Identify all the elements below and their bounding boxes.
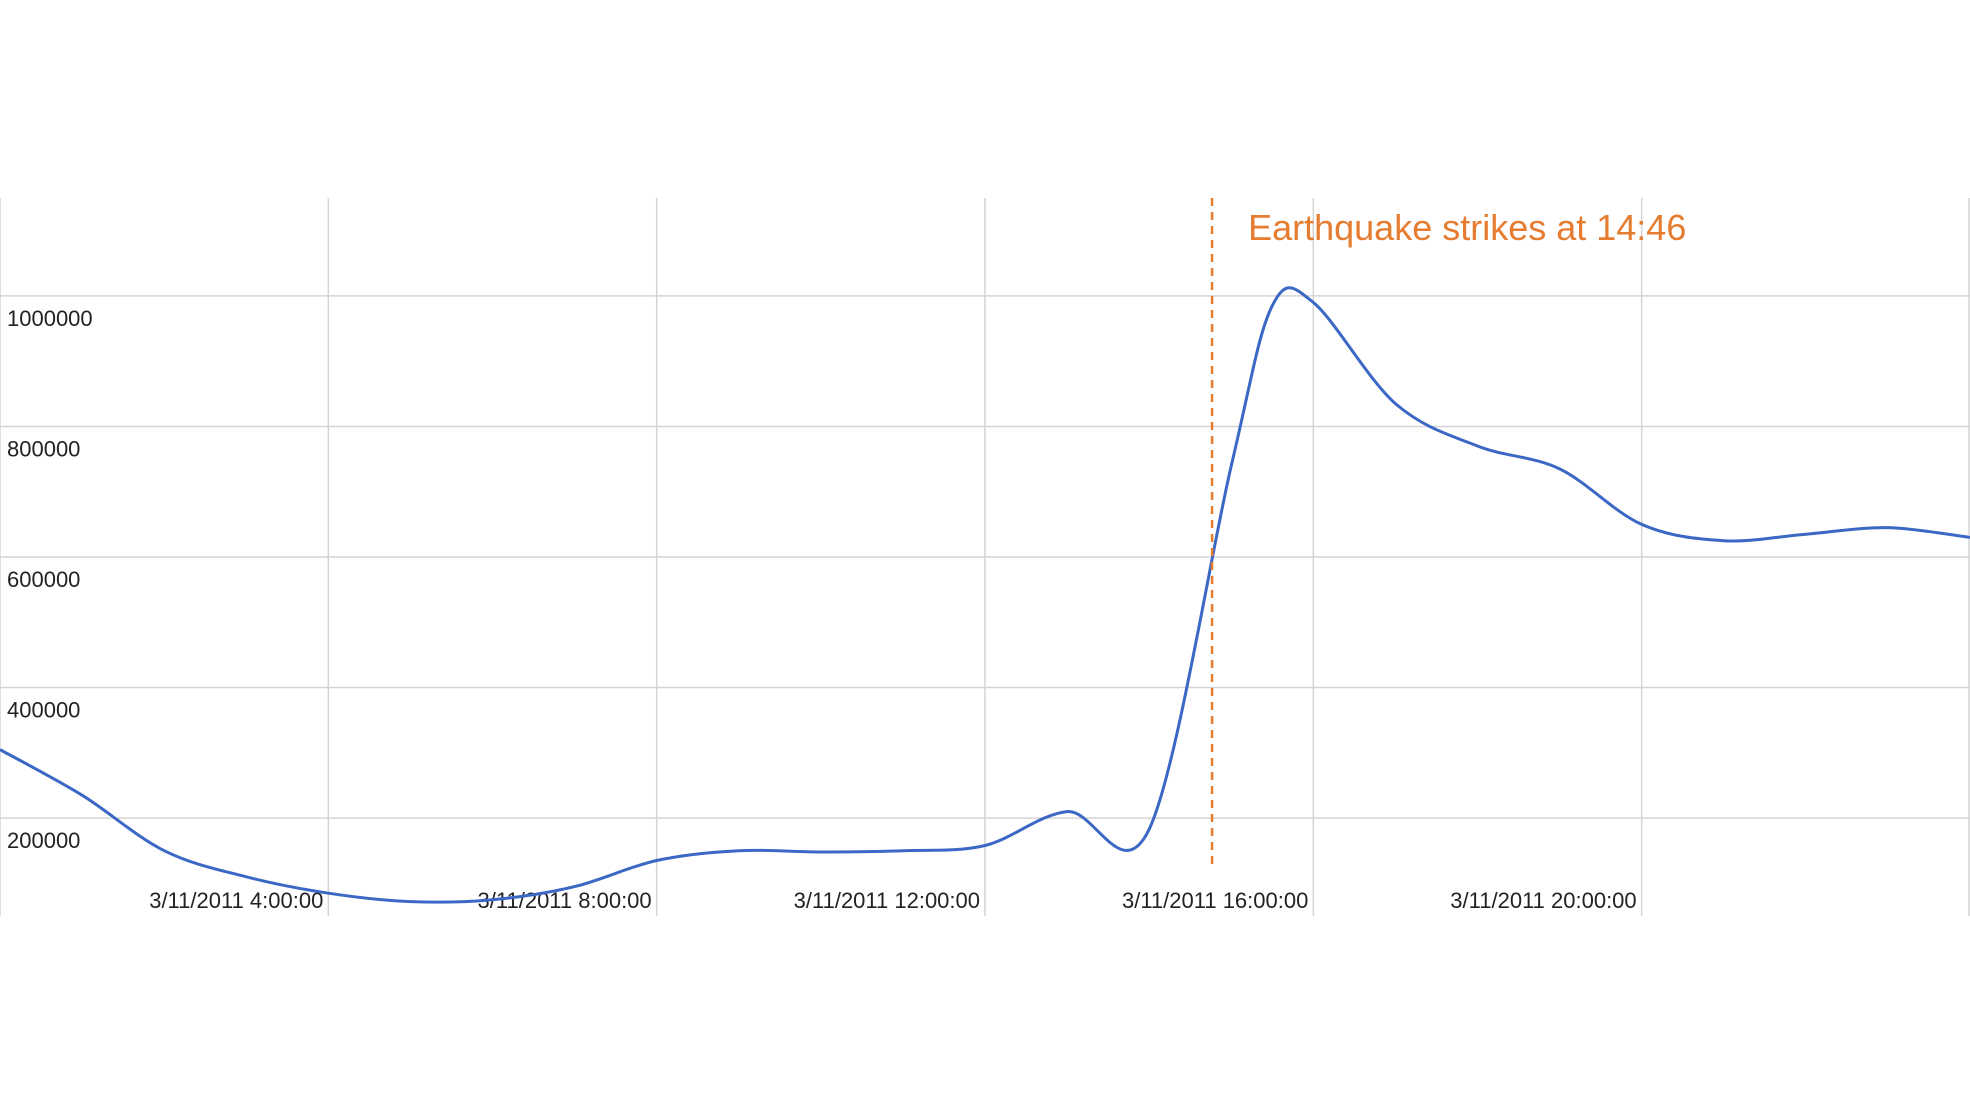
x-tick-label: 3/11/2011 4:00:00 [149,888,323,913]
y-tick-label: 400000 [7,698,80,723]
y-tick-label: 600000 [7,567,80,592]
x-axis-ticks: 3/11/2011 4:00:00 3/11/2011 8:00:00 3/11/2… [149,888,1636,913]
x-tick-label: 3/11/2011 8:00:00 [478,888,652,913]
annotation-layer: Earthquake strikes at 14:46 [1210,198,1686,865]
series-layer [0,286,1970,904]
y-tick-label: 1000000 [7,306,93,331]
y-tick-label: 200000 [7,828,80,853]
x-tick-label: 3/11/2011 16:00:00 [1122,888,1308,913]
grid [0,198,1970,916]
y-axis-ticks: 200000 400000 600000 800000 1000000 [7,306,93,853]
x-tick-label: 3/11/2011 20:00:00 [1450,888,1636,913]
earthquake-annotation-label: Earthquake strikes at 14:46 [1248,207,1686,248]
y-tick-label: 800000 [7,436,80,461]
x-tick-label: 3/11/2011 12:00:00 [794,888,980,913]
series-line [0,286,1970,904]
